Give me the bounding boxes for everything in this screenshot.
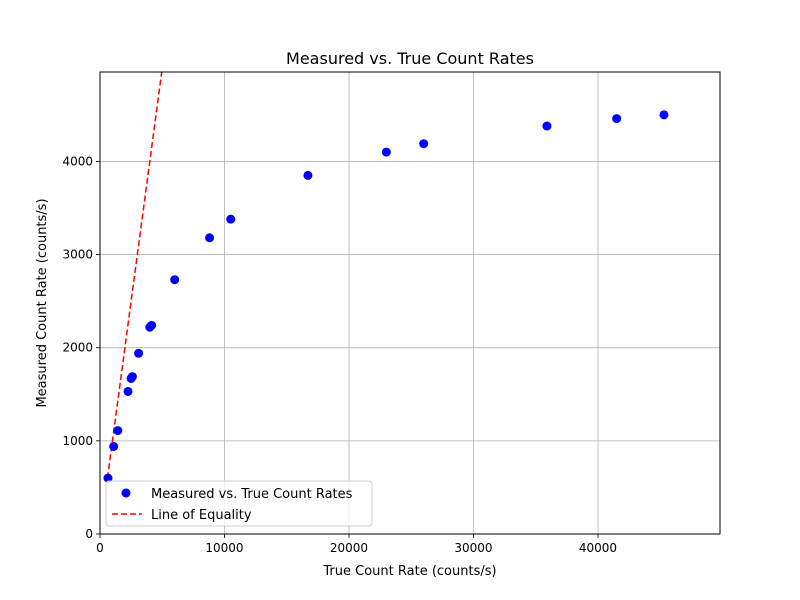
data-point xyxy=(542,121,552,131)
plot-area xyxy=(103,72,669,483)
data-point xyxy=(226,214,236,224)
data-point xyxy=(127,372,137,382)
y-tick-label: 0 xyxy=(85,527,93,541)
data-point xyxy=(205,233,215,243)
data-point xyxy=(147,320,157,330)
legend-marker-scatter xyxy=(121,488,131,498)
x-tick-label: 30000 xyxy=(454,541,492,555)
legend-label-line: Line of Equality xyxy=(151,508,252,523)
x-tick-label: 20000 xyxy=(330,541,368,555)
x-tick-label: 0 xyxy=(96,541,104,555)
x-tick-label: 40000 xyxy=(579,541,617,555)
y-tick-label: 3000 xyxy=(62,248,93,262)
data-point xyxy=(109,441,119,451)
data-point xyxy=(659,110,669,120)
data-point xyxy=(381,147,391,157)
legend-box xyxy=(105,480,373,527)
data-point xyxy=(123,386,133,396)
data-point xyxy=(103,473,113,483)
y-tick-label: 4000 xyxy=(62,154,93,168)
y-tick-label: 1000 xyxy=(62,434,93,448)
data-point xyxy=(419,139,429,149)
data-point xyxy=(612,114,622,124)
data-point xyxy=(303,170,313,180)
legend-label-scatter: Measured vs. True Count Rates xyxy=(151,487,353,502)
x-axis-label: True Count Rate (counts/s) xyxy=(322,564,496,579)
chart-title: Measured vs. True Count Rates xyxy=(286,49,534,68)
x-tick-label: 10000 xyxy=(205,541,243,555)
axes-frame xyxy=(99,71,721,535)
y-axis-label: Measured Count Rate (counts/s) xyxy=(35,198,50,407)
data-point xyxy=(134,348,144,358)
y-tick-label: 2000 xyxy=(62,341,93,355)
legend: Measured vs. True Count Rates Line of Eq… xyxy=(105,480,373,527)
data-point xyxy=(113,426,123,436)
ticks: 0 10000 20000 30000 40000 0 1000 2000 3000 4000 xyxy=(62,154,617,555)
data-point xyxy=(170,275,180,285)
grid xyxy=(99,72,720,535)
equality-line xyxy=(106,72,163,479)
